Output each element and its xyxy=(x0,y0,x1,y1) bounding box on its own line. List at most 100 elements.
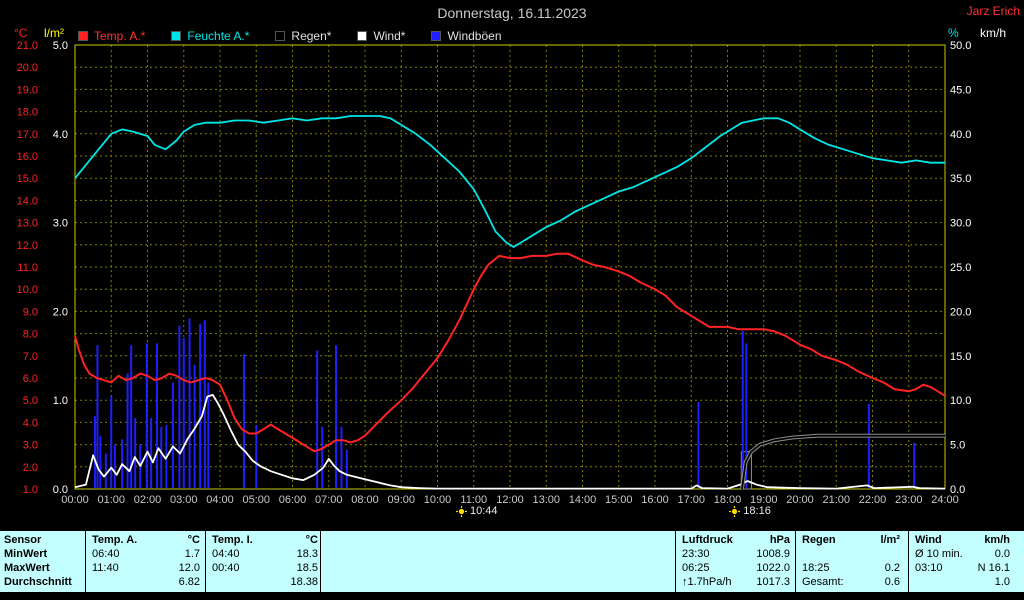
table-header-cell: °C xyxy=(305,534,318,546)
table-cell: 18:25 xyxy=(802,562,830,574)
svg-text:3.0: 3.0 xyxy=(23,440,38,452)
svg-text:16:00: 16:00 xyxy=(641,494,669,506)
table-header-cell: Regen xyxy=(802,534,836,546)
legend-swatch-icon xyxy=(275,31,286,41)
svg-text:1.0: 1.0 xyxy=(23,484,38,496)
svg-text:19.0: 19.0 xyxy=(17,84,38,96)
svg-text:7.0: 7.0 xyxy=(23,351,38,363)
svg-text:25.0: 25.0 xyxy=(950,262,971,274)
svg-text:10.0: 10.0 xyxy=(17,284,38,296)
legend-item-1: Temp. A.* xyxy=(78,29,145,43)
svg-text:06:00: 06:00 xyxy=(279,494,307,506)
svg-text:20.0: 20.0 xyxy=(17,62,38,74)
svg-text:4.0: 4.0 xyxy=(23,417,38,429)
svg-text:08:00: 08:00 xyxy=(351,494,379,506)
left-axis-temp-unit: °C xyxy=(14,26,28,40)
svg-text:15:00: 15:00 xyxy=(605,494,633,506)
chart-legend: Temp. A.* Feuchte A.* Regen* Wind* Windböen xyxy=(78,29,502,43)
svg-text:19:00: 19:00 xyxy=(750,494,778,506)
table-cell: 18.3 xyxy=(296,548,318,560)
table-header-cell: Temp. A. xyxy=(92,534,138,546)
svg-text:12:00: 12:00 xyxy=(496,494,524,506)
table-header-cell: °C xyxy=(187,534,200,546)
svg-text:5.0: 5.0 xyxy=(23,395,38,407)
legend-item-5: Windböen xyxy=(431,29,502,43)
table-column-divider xyxy=(85,531,86,592)
table-cell: Ø 10 min. xyxy=(915,548,963,560)
table-column-divider xyxy=(675,531,676,592)
table-cell: 1008.9 xyxy=(756,548,790,560)
legend-item-label: Regen* xyxy=(291,29,332,43)
svg-text:00:00: 00:00 xyxy=(61,494,89,506)
table-row-label: MaxWert xyxy=(4,562,50,574)
table-row-label: MinWert xyxy=(4,548,48,560)
table-cell: 12.0 xyxy=(178,562,200,574)
table-column-divider xyxy=(320,531,321,592)
legend-item-4: Wind* xyxy=(357,29,405,43)
table-cell: 1.0 xyxy=(994,576,1010,588)
svg-text:5.0: 5.0 xyxy=(950,440,965,452)
table-header-cell: hPa xyxy=(769,534,790,546)
temp-a--series-line xyxy=(74,252,946,453)
svg-text:23:00: 23:00 xyxy=(895,494,923,506)
svg-text:24:00: 24:00 xyxy=(931,494,959,506)
station-owner: Jarz Erich xyxy=(966,4,1020,18)
table-column-divider xyxy=(205,531,206,592)
legend-item-label: Windböen xyxy=(447,29,502,43)
table-header-cell: Luftdruck xyxy=(682,534,733,546)
table-cell: 18.5 xyxy=(296,562,318,574)
moonrise-marker-icon xyxy=(455,505,467,517)
svg-text:11.0: 11.0 xyxy=(17,262,38,274)
legend-swatch-icon xyxy=(357,31,368,41)
svg-text:5.0: 5.0 xyxy=(53,40,68,52)
x-axis-labels: 00:00 01:00 02:00 03:00 04:00 05:00 06:00 07:00… xyxy=(61,494,959,506)
temp-axis-labels: 1.0 2.0 3.0 4.0 5.0 6.0 7.0 8.0 9.0 10.0 11.0 12.0 1… xyxy=(17,40,38,496)
table-cell: 06:40 xyxy=(92,548,120,560)
table-cell: N 16.1 xyxy=(977,562,1010,574)
table-cell: Gesamt: xyxy=(802,576,844,588)
table-cell: 11:40 xyxy=(92,562,119,574)
table-cell: 0.2 xyxy=(884,562,900,574)
svg-text:13.0: 13.0 xyxy=(17,218,38,230)
moonset-marker: 18:16 xyxy=(729,505,771,517)
table-cell: 6.82 xyxy=(178,576,200,588)
svg-text:8.0: 8.0 xyxy=(23,329,38,341)
table-column-divider xyxy=(795,531,796,592)
moonset-marker-icon xyxy=(729,505,741,517)
svg-text:2.0: 2.0 xyxy=(23,462,38,474)
svg-text:4.0: 4.0 xyxy=(53,129,68,141)
table-cell: 0.0 xyxy=(994,548,1010,560)
weather-chart: 1.0 2.0 3.0 4.0 5.0 6.0 7.0 8.0 9.0 10.0 11.0 12.0 1… xyxy=(17,40,972,506)
svg-text:22:00: 22:00 xyxy=(859,494,887,506)
svg-text:21:00: 21:00 xyxy=(822,494,850,506)
svg-text:13:00: 13:00 xyxy=(532,494,560,506)
svg-text:05:00: 05:00 xyxy=(242,494,270,506)
svg-text:45.0: 45.0 xyxy=(950,84,971,96)
table-cell: 1017.3 xyxy=(756,576,790,588)
svg-text:07:00: 07:00 xyxy=(315,494,343,506)
svg-text:04:00: 04:00 xyxy=(206,494,234,506)
svg-text:0.0: 0.0 xyxy=(53,484,68,496)
svg-text:0.0: 0.0 xyxy=(950,484,965,496)
table-cell: 00:40 xyxy=(212,562,240,574)
table-cell: 04:40 xyxy=(212,548,240,560)
svg-text:15.0: 15.0 xyxy=(17,173,38,185)
svg-text:10:00: 10:00 xyxy=(424,494,452,506)
svg-text:01:00: 01:00 xyxy=(97,494,125,506)
svg-text:21.0: 21.0 xyxy=(17,40,38,52)
svg-text:12.0: 12.0 xyxy=(17,240,38,252)
svg-text:3.0: 3.0 xyxy=(53,218,68,230)
table-column-divider xyxy=(908,531,909,592)
table-cell: ↑1.7hPa/h xyxy=(682,576,732,588)
stats-table: Sensor Temp. A. °C Temp. I. °C Luftdruck hPa Re… xyxy=(0,531,1024,592)
svg-text:14.0: 14.0 xyxy=(17,195,38,207)
legend-item-2: Feuchte A.* xyxy=(171,29,249,43)
svg-text:18.0: 18.0 xyxy=(17,107,38,119)
legend-swatch-icon xyxy=(171,31,182,41)
wind-gust-spikes xyxy=(93,318,916,488)
table-row-label: Durchschnitt xyxy=(4,576,72,588)
svg-text:35.0: 35.0 xyxy=(950,173,971,185)
wind-series-line xyxy=(74,393,946,490)
svg-text:6.0: 6.0 xyxy=(23,373,38,385)
svg-text:18:00: 18:00 xyxy=(714,494,742,506)
